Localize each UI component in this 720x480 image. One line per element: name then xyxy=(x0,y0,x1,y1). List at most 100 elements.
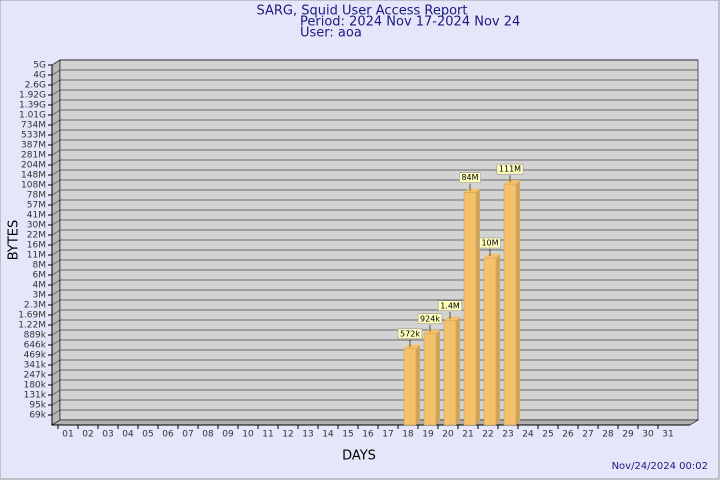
x-tick-label: 13 xyxy=(302,430,313,440)
data-label: 10M xyxy=(481,238,498,247)
grid-line xyxy=(51,189,698,196)
x-tick-label: 10 xyxy=(242,430,254,440)
x-tick-label: 14 xyxy=(322,430,334,440)
grid-line xyxy=(51,169,698,176)
data-label: 111M xyxy=(499,165,521,174)
y-tick-label: 646k xyxy=(24,341,47,351)
bar xyxy=(463,192,477,426)
x-tick-label: 04 xyxy=(122,430,134,440)
x-tick-label: 16 xyxy=(362,430,374,440)
x-tick-label: 31 xyxy=(662,430,673,440)
data-label: 924k xyxy=(420,314,440,323)
y-tick-label: 131k xyxy=(24,391,47,401)
x-tick-label: 05 xyxy=(142,430,153,440)
grid-line xyxy=(51,129,698,136)
y-tick-label: 889k xyxy=(24,331,47,341)
chart-title: SARG, Squid User Access Report xyxy=(257,4,468,19)
x-tick-label: 28 xyxy=(602,430,614,440)
x-axis-label: DAYS xyxy=(342,449,376,464)
data-label-box xyxy=(417,313,443,325)
data-label: 1.4M xyxy=(440,301,460,310)
y-tick-label: 4G xyxy=(33,71,46,81)
x-tick-label: 22 xyxy=(482,430,493,440)
y-tick-label: 533M xyxy=(21,131,46,141)
data-label-box xyxy=(437,300,463,312)
x-tick-label: 21 xyxy=(462,430,473,440)
chart-subtitle: Period: 2024 Nov 17-2024 Nov 24 xyxy=(300,15,520,30)
x-tick-label: 09 xyxy=(222,430,234,440)
y-tick-label: 1.01G xyxy=(19,111,46,121)
bar xyxy=(483,257,497,426)
data-label-box xyxy=(397,328,423,340)
x-tick-label: 08 xyxy=(202,430,214,440)
bar-side xyxy=(436,329,440,425)
data-label-box xyxy=(459,172,481,183)
y-tick-label: 3M xyxy=(33,291,47,301)
y-tick-label: 1.69M xyxy=(18,311,46,321)
y-tick-label: 22M xyxy=(27,231,46,241)
bar xyxy=(423,333,437,426)
grid-line xyxy=(51,99,698,106)
bar-side xyxy=(516,180,520,425)
grid-line xyxy=(51,119,698,126)
y-tick-label: 1.39G xyxy=(19,101,46,111)
data-label-box xyxy=(496,163,524,175)
x-tick-label: 26 xyxy=(562,430,574,440)
x-tick-label: 07 xyxy=(182,430,193,440)
grid-line xyxy=(51,139,698,146)
y-tick-label: 180k xyxy=(24,381,47,391)
y-tick-label: 734M xyxy=(21,121,46,131)
x-tick-label: 15 xyxy=(342,430,353,440)
data-label-box xyxy=(479,237,501,249)
grid-line xyxy=(51,199,698,206)
y-tick-label: 11M xyxy=(27,251,46,261)
x-tick-label: 24 xyxy=(522,430,534,440)
y-axis-label: BYTES xyxy=(7,220,22,261)
bar xyxy=(403,348,417,426)
bar xyxy=(443,320,457,426)
footer: Nov/24/2024 00:02 xyxy=(612,461,708,472)
y-tick-label: 16M xyxy=(27,241,46,251)
bar-side xyxy=(496,253,500,425)
x-tick-label: 29 xyxy=(622,430,634,440)
grid-line xyxy=(51,109,698,116)
x-tick-label: 25 xyxy=(542,430,553,440)
x-tick-label: 02 xyxy=(82,430,93,440)
bar-top xyxy=(464,188,480,193)
y-tick-label: 6M xyxy=(33,271,47,281)
x-tick-label: 03 xyxy=(102,430,113,440)
bar-side xyxy=(416,344,420,425)
y-tick-label: 4M xyxy=(33,281,47,291)
bar-top xyxy=(444,316,460,321)
y-tick-label: 2.3M xyxy=(24,301,46,311)
grid-line xyxy=(51,149,698,156)
floor xyxy=(50,419,700,426)
bar-top xyxy=(404,344,420,349)
data-label: 84M xyxy=(461,173,478,182)
y-tick-label: 1.92G xyxy=(19,91,46,101)
y-tick-label: 387M xyxy=(21,141,46,151)
y-tick-label: 469k xyxy=(24,351,47,361)
bar-side xyxy=(456,316,460,425)
y-tick-label: 5G xyxy=(33,61,46,71)
bar-top xyxy=(424,329,440,334)
y-tick-label: 204M xyxy=(21,161,46,171)
y-tick-label: 281M xyxy=(21,151,46,161)
data-label: 572k xyxy=(400,329,420,338)
y-tick-label: 2.6G xyxy=(25,81,46,91)
y-tick-label: 341k xyxy=(24,361,47,371)
x-tick-label: 18 xyxy=(402,430,414,440)
y-tick-label: 1.22M xyxy=(18,321,46,331)
grid-line xyxy=(51,69,698,76)
y-tick-label: 95k xyxy=(29,401,46,411)
x-tick-label: 27 xyxy=(582,430,593,440)
grid-line xyxy=(51,79,698,86)
x-tick-label: 06 xyxy=(162,430,174,440)
x-tick-label: 30 xyxy=(642,430,654,440)
x-tick-label: 12 xyxy=(282,430,293,440)
x-tick-label: 01 xyxy=(62,430,73,440)
y-tick-label: 30M xyxy=(27,221,46,231)
x-tick-label: 19 xyxy=(422,430,434,440)
grid-line xyxy=(51,249,698,256)
